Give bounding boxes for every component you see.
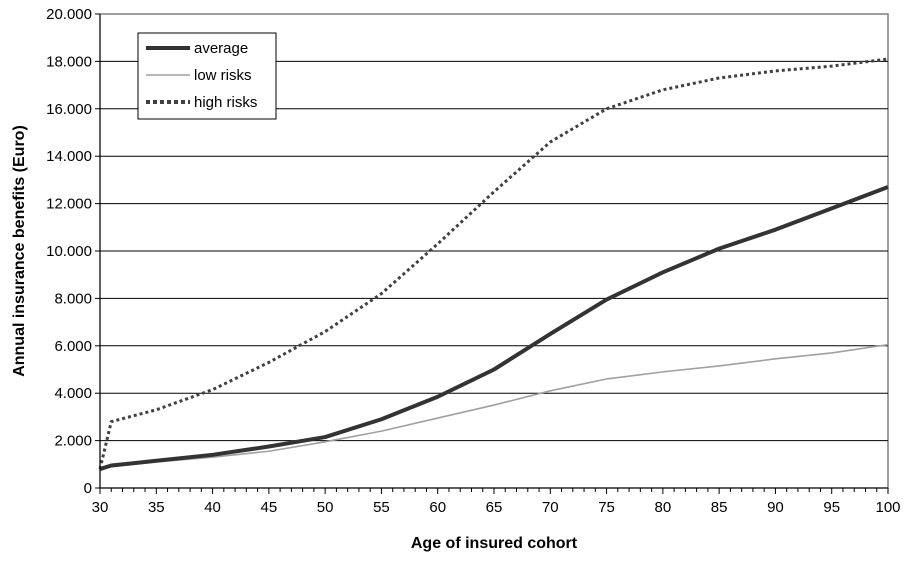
x-tick-label: 80 — [655, 499, 672, 516]
x-tick-label: 40 — [204, 499, 221, 516]
y-tick-label: 20.000 — [46, 6, 92, 23]
x-tick-label: 35 — [148, 499, 165, 516]
x-tick-label: 60 — [429, 499, 446, 516]
series-line-high-risks — [98, 57, 889, 470]
y-tick-label: 14.000 — [46, 148, 92, 165]
x-tick-label: 85 — [711, 499, 728, 516]
x-tick-label: 100 — [875, 499, 900, 516]
x-tick-label: 65 — [486, 499, 503, 516]
y-tick-label: 0 — [84, 480, 92, 497]
x-tick-label: 90 — [767, 499, 784, 516]
y-tick-label: 18.000 — [46, 53, 92, 70]
y-tick-label: 2.000 — [54, 433, 92, 450]
y-tick-label: 8.000 — [54, 290, 92, 307]
y-tick-label: 12.000 — [46, 196, 92, 213]
x-tick-label: 55 — [373, 499, 390, 516]
x-tick-label: 95 — [823, 499, 840, 516]
legend-label-low-risks: low risks — [194, 67, 252, 84]
y-axis-ticks: 0 2.000 4.000 6.000 8.000 10.000 12.000 14.000 1… — [46, 6, 100, 497]
y-tick-label: 16.000 — [46, 101, 92, 118]
legend-label-average: average — [194, 40, 248, 57]
x-tick-label: 70 — [542, 499, 559, 516]
x-tick-label: 75 — [598, 499, 615, 516]
legend: average low risks high risks — [137, 32, 277, 120]
x-tick-label: 30 — [92, 499, 109, 516]
y-axis-title: Annual insurance benefits (Euro) — [11, 125, 28, 377]
series-line-average — [99, 185, 889, 471]
legend-label-high-risks: high risks — [194, 94, 257, 111]
series-lines — [98, 57, 889, 471]
x-tick-label: 50 — [317, 499, 334, 516]
y-tick-label: 10.000 — [46, 243, 92, 260]
y-tick-label: 4.000 — [54, 385, 92, 402]
x-axis-title: Age of insured cohort — [411, 535, 578, 552]
y-tick-label: 6.000 — [54, 338, 92, 355]
x-tick-label: 45 — [261, 499, 278, 516]
x-axis-ticks: 30 35 40 45 50 55 60 65 70 75 80 85 90 95 100 — [92, 488, 901, 516]
